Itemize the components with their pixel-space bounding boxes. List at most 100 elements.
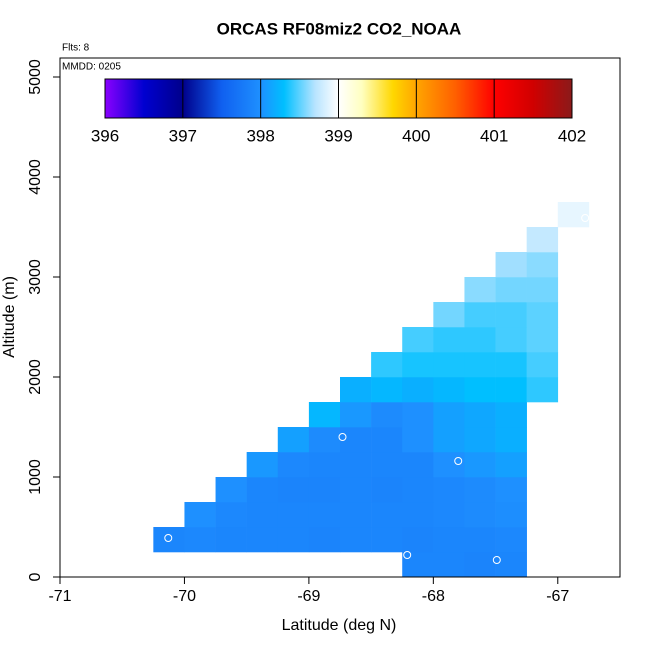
heatmap-cell bbox=[371, 452, 403, 478]
heatmap-cell bbox=[495, 377, 527, 403]
heatmap-cell bbox=[371, 352, 403, 378]
heatmap-cell bbox=[526, 352, 559, 378]
heatmap-cell bbox=[464, 427, 496, 453]
heatmap-cell bbox=[433, 377, 465, 403]
heatmap-cell bbox=[495, 277, 527, 303]
heatmap-cell bbox=[402, 502, 434, 528]
heatmap-cell bbox=[340, 527, 372, 553]
heatmap-cell bbox=[277, 477, 310, 503]
heatmap-cell bbox=[371, 477, 403, 503]
colorbar-tick-label: 397 bbox=[169, 126, 197, 145]
heatmap-cell bbox=[371, 527, 403, 553]
x-tick-label: -69 bbox=[297, 588, 320, 605]
heatmap-cell bbox=[402, 527, 434, 553]
heatmap-cell bbox=[402, 402, 434, 428]
flight-point bbox=[164, 534, 173, 542]
heatmap-cell bbox=[277, 452, 310, 478]
heatmap-cell bbox=[464, 327, 496, 353]
heatmap-cell bbox=[246, 452, 279, 478]
heatmap-cell bbox=[495, 502, 527, 528]
heatmap-cell bbox=[277, 427, 310, 453]
heatmap-cell bbox=[215, 502, 247, 528]
heatmap-cell bbox=[433, 527, 465, 553]
heatmap-cell bbox=[464, 302, 496, 328]
heatmap-cell bbox=[246, 527, 279, 553]
heatmap-cell bbox=[495, 252, 527, 278]
heatmap-cell bbox=[464, 477, 496, 503]
annotation: MMDD: 0205 bbox=[62, 62, 121, 73]
heatmap-cell bbox=[464, 277, 496, 303]
plot-frame bbox=[59, 57, 621, 578]
y-axis-label: Altitude (m) bbox=[1, 276, 18, 358]
annotation: Flts: 8 bbox=[62, 43, 90, 54]
heatmap-cell bbox=[495, 302, 527, 328]
heatmap-cell bbox=[433, 552, 465, 578]
heatmap-cell bbox=[371, 502, 403, 528]
heatmap-cell bbox=[184, 502, 216, 528]
heatmap-cell bbox=[402, 327, 434, 353]
y-tick-label: 4000 bbox=[27, 159, 44, 195]
heatmap-cell bbox=[495, 552, 527, 578]
heatmap-cell bbox=[495, 427, 527, 453]
heatmap-cell bbox=[340, 477, 372, 503]
flight-point bbox=[492, 556, 501, 564]
colorbar-tick-label: 398 bbox=[246, 126, 274, 145]
flight-point bbox=[403, 551, 412, 559]
heatmap-cell bbox=[340, 402, 372, 428]
heatmap-cell bbox=[433, 427, 465, 453]
heatmap-cell bbox=[526, 227, 559, 253]
heatmap-cell bbox=[495, 327, 527, 353]
heatmap-cell bbox=[433, 327, 465, 353]
heatmap-cell bbox=[308, 402, 341, 428]
heatmap-cell bbox=[340, 452, 372, 478]
chart-title: ORCAS RF08miz2 CO2_NOAA bbox=[217, 19, 462, 38]
heatmap-cell bbox=[433, 477, 465, 503]
heatmap-cell bbox=[433, 302, 465, 328]
colorbar-tick-label: 399 bbox=[324, 126, 352, 145]
heatmap-cell bbox=[526, 252, 559, 278]
x-axis-label: Latitude (deg N) bbox=[282, 617, 397, 634]
x-tick-label: -67 bbox=[546, 588, 569, 605]
heatmap-cell bbox=[153, 527, 185, 553]
heatmap-cell bbox=[402, 477, 434, 503]
heatmap-cell bbox=[402, 377, 434, 403]
heatmap-cell bbox=[402, 452, 434, 478]
heatmap-cell bbox=[277, 502, 310, 528]
heatmap-cell bbox=[308, 502, 341, 528]
flight-point bbox=[454, 457, 463, 465]
heatmap-cell bbox=[402, 427, 434, 453]
x-tick-label: -68 bbox=[422, 588, 445, 605]
heatmap-cell bbox=[371, 402, 403, 428]
y-tick-label: 0 bbox=[27, 572, 44, 581]
colorbar-tick-label: 401 bbox=[480, 126, 508, 145]
heatmap-cell bbox=[526, 302, 559, 328]
heatmap-cell bbox=[464, 352, 496, 378]
heatmap-cell bbox=[464, 402, 496, 428]
heatmap-cell bbox=[402, 552, 434, 578]
heatmap-cell bbox=[308, 427, 341, 453]
x-tick-label: -71 bbox=[48, 588, 71, 605]
x-tick-label: -70 bbox=[173, 588, 196, 605]
heatmap-cell bbox=[308, 477, 341, 503]
flight-point bbox=[581, 214, 590, 222]
colorbar-tick-label: 396 bbox=[91, 126, 119, 145]
y-tick-label: 1000 bbox=[27, 459, 44, 495]
heatmap-cell bbox=[526, 277, 559, 303]
heatmap-cell bbox=[495, 527, 527, 553]
heatmap-cell bbox=[371, 377, 403, 403]
heatmap-cell bbox=[340, 377, 372, 403]
heatmap-cell bbox=[308, 527, 341, 553]
heatmap-cell bbox=[246, 502, 279, 528]
heatmap-cell bbox=[495, 452, 527, 478]
y-tick-label: 3000 bbox=[27, 259, 44, 295]
heatmap-cell bbox=[277, 527, 310, 553]
flight-point bbox=[338, 433, 347, 441]
heatmap-cell bbox=[433, 402, 465, 428]
heatmap-cell bbox=[340, 502, 372, 528]
heatmap-cell bbox=[215, 527, 247, 553]
y-tick-label: 2000 bbox=[27, 359, 44, 395]
heatmap-cell bbox=[495, 352, 527, 378]
heatmap-cell bbox=[526, 327, 559, 353]
y-tick-label: 5000 bbox=[27, 59, 44, 95]
